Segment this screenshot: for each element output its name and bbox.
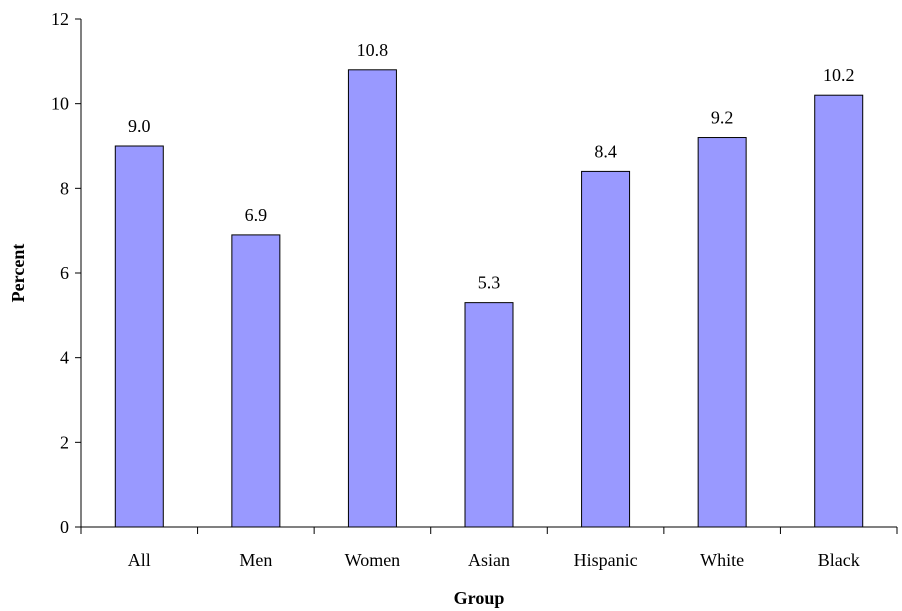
x-axis (80, 526, 898, 534)
category-label: White (700, 550, 744, 570)
bar-value-label: 10.8 (357, 40, 389, 60)
bar-value-label: 10.2 (823, 65, 855, 85)
y-axis: 0 2 4 6 8 10 12 (51, 9, 82, 537)
category-label: All (128, 550, 151, 570)
category-label: Asian (468, 550, 510, 570)
y-tick-label: 10 (51, 94, 69, 114)
y-tick-label: 6 (60, 263, 69, 283)
bar-value-label: 9.2 (711, 108, 734, 128)
bar-white (697, 137, 747, 528)
y-tick-label: 4 (60, 348, 69, 368)
x-axis-title: Group (454, 588, 505, 608)
bar-value-label: 9.0 (128, 116, 151, 136)
y-tick-label: 2 (60, 432, 69, 452)
bar-all (114, 145, 164, 528)
category-label: Black (818, 550, 860, 570)
bar-value-labels: 9.0 6.9 10.8 5.3 8.4 9.2 10.2 (128, 40, 854, 293)
bar-men (231, 234, 281, 528)
bar-women (347, 69, 397, 528)
y-tick-label: 12 (51, 9, 69, 29)
bars (114, 69, 864, 528)
category-label: Men (239, 550, 272, 570)
category-label: Hispanic (574, 550, 638, 570)
bar-hispanic (581, 170, 631, 528)
y-tick-label: 0 (60, 517, 69, 537)
bar-value-label: 8.4 (594, 141, 617, 161)
category-labels: All Men Women Asian Hispanic White Black (128, 550, 860, 570)
bar-asian (464, 302, 514, 528)
bar-value-label: 6.9 (245, 205, 268, 225)
y-axis-title: Percent (8, 244, 28, 303)
y-tick-label: 8 (60, 178, 69, 198)
bar-value-label: 5.3 (478, 273, 501, 293)
bar-black (814, 94, 864, 528)
category-label: Women (345, 550, 401, 570)
